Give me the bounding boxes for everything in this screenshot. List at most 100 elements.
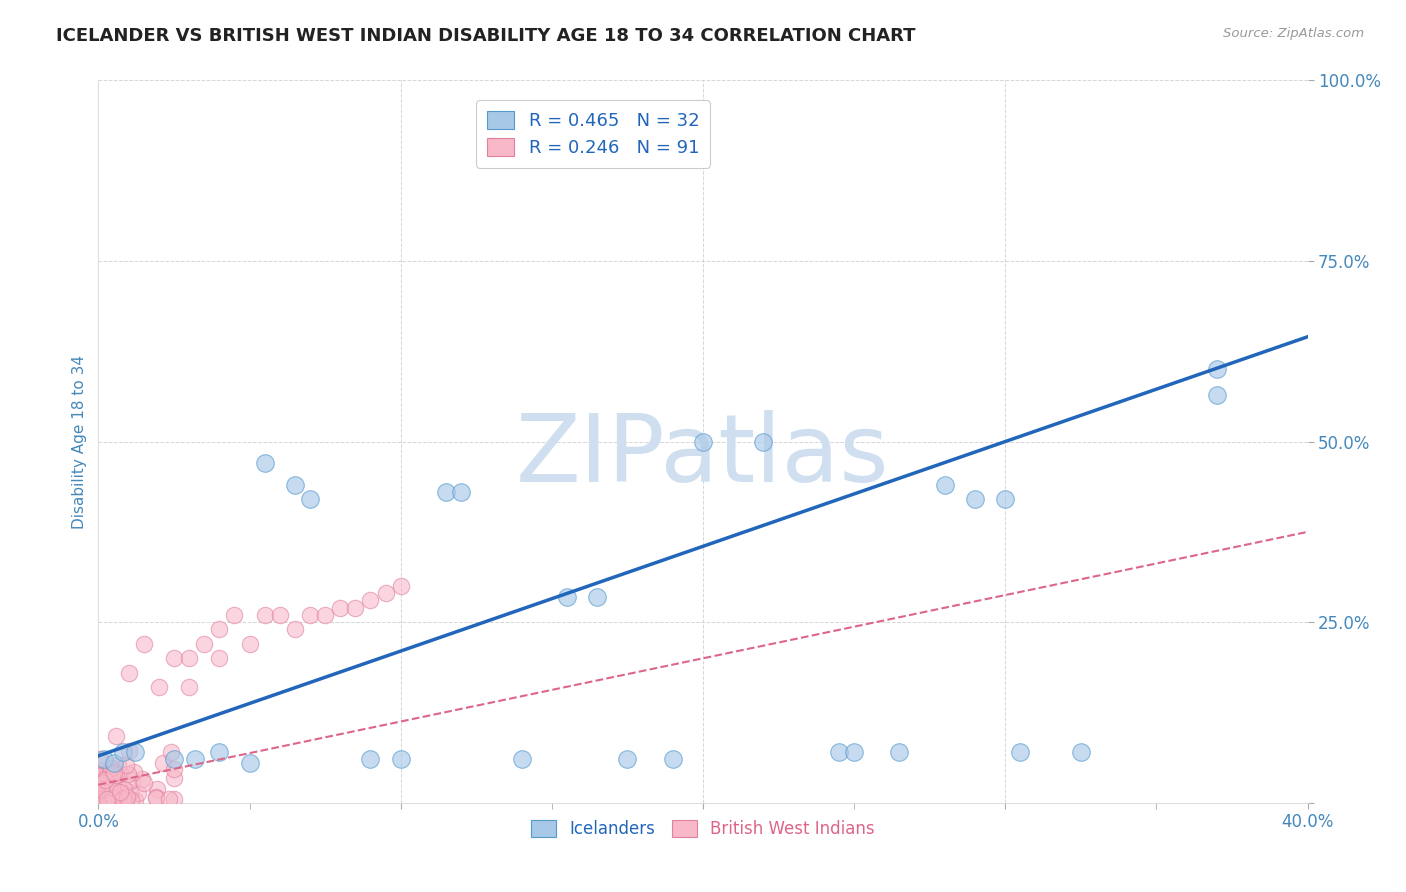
Point: [1070, 745, 1092, 759]
Point: [586, 590, 609, 604]
Point: [103, 756, 125, 770]
Point: [329, 600, 352, 615]
Point: [89, 769, 111, 783]
Point: [115, 790, 138, 805]
Point: [107, 758, 129, 772]
Point: [284, 478, 307, 492]
Point: [934, 478, 956, 492]
Point: [1206, 387, 1229, 401]
Point: [132, 776, 155, 790]
Point: [100, 791, 122, 805]
Point: [91, 776, 114, 790]
Point: [132, 637, 155, 651]
Point: [93, 795, 115, 809]
Point: [179, 651, 201, 665]
Point: [103, 776, 125, 790]
Point: [122, 764, 145, 779]
Point: [284, 623, 307, 637]
Point: [98, 779, 121, 793]
Point: [103, 766, 125, 780]
Point: [124, 745, 146, 759]
Point: [844, 745, 866, 759]
Point: [299, 607, 322, 622]
Point: [115, 758, 138, 772]
Point: [114, 793, 136, 807]
Point: [124, 793, 146, 807]
Point: [105, 784, 128, 798]
Point: [692, 434, 714, 449]
Point: [89, 752, 111, 766]
Point: [661, 752, 683, 766]
Point: [94, 795, 117, 809]
Point: [87, 795, 110, 809]
Point: [299, 492, 322, 507]
Point: [98, 779, 121, 793]
Point: [450, 485, 472, 500]
Point: [108, 785, 131, 799]
Point: [100, 793, 122, 807]
Point: [184, 752, 207, 766]
Point: [103, 764, 125, 778]
Point: [121, 772, 143, 787]
Point: [93, 752, 115, 766]
Point: [98, 785, 121, 799]
Text: ZIPatlas: ZIPatlas: [516, 410, 890, 502]
Text: Source: ZipAtlas.com: Source: ZipAtlas.com: [1223, 27, 1364, 40]
Point: [100, 761, 122, 775]
Point: [434, 485, 457, 500]
Point: [101, 784, 124, 798]
Point: [93, 784, 115, 798]
Point: [253, 456, 276, 470]
Point: [163, 762, 186, 776]
Point: [112, 781, 135, 796]
Point: [239, 756, 262, 770]
Point: [374, 586, 396, 600]
Point: [104, 789, 127, 804]
Point: [145, 789, 167, 804]
Point: [117, 767, 139, 781]
Point: [96, 770, 118, 784]
Point: [163, 792, 186, 806]
Point: [208, 745, 231, 759]
Legend: Icelanders, British West Indians: Icelanders, British West Indians: [524, 814, 882, 845]
Point: [389, 752, 412, 766]
Point: [127, 786, 149, 800]
Point: [115, 792, 138, 806]
Point: [118, 665, 141, 680]
Point: [145, 782, 167, 797]
Point: [752, 434, 775, 449]
Point: [1010, 745, 1032, 759]
Point: [94, 789, 117, 803]
Point: [163, 772, 186, 786]
Point: [118, 744, 141, 758]
Point: [101, 769, 124, 783]
Point: [616, 752, 638, 766]
Point: [344, 600, 367, 615]
Point: [224, 607, 246, 622]
Point: [160, 745, 183, 759]
Point: [104, 793, 127, 807]
Point: [90, 784, 112, 798]
Point: [96, 786, 118, 800]
Point: [104, 788, 127, 802]
Point: [96, 767, 118, 781]
Point: [105, 729, 128, 743]
Point: [108, 796, 131, 810]
Point: [994, 492, 1017, 507]
Point: [152, 756, 174, 771]
Point: [97, 795, 120, 809]
Point: [145, 791, 167, 805]
Point: [105, 768, 128, 782]
Point: [1206, 362, 1229, 376]
Point: [208, 623, 231, 637]
Point: [110, 766, 132, 780]
Point: [269, 607, 291, 622]
Point: [103, 786, 125, 800]
Text: ICELANDER VS BRITISH WEST INDIAN DISABILITY AGE 18 TO 34 CORRELATION CHART: ICELANDER VS BRITISH WEST INDIAN DISABIL…: [56, 27, 915, 45]
Point: [148, 680, 170, 694]
Point: [208, 651, 231, 665]
Point: [360, 752, 382, 766]
Point: [101, 789, 124, 804]
Point: [89, 788, 111, 802]
Point: [179, 680, 201, 694]
